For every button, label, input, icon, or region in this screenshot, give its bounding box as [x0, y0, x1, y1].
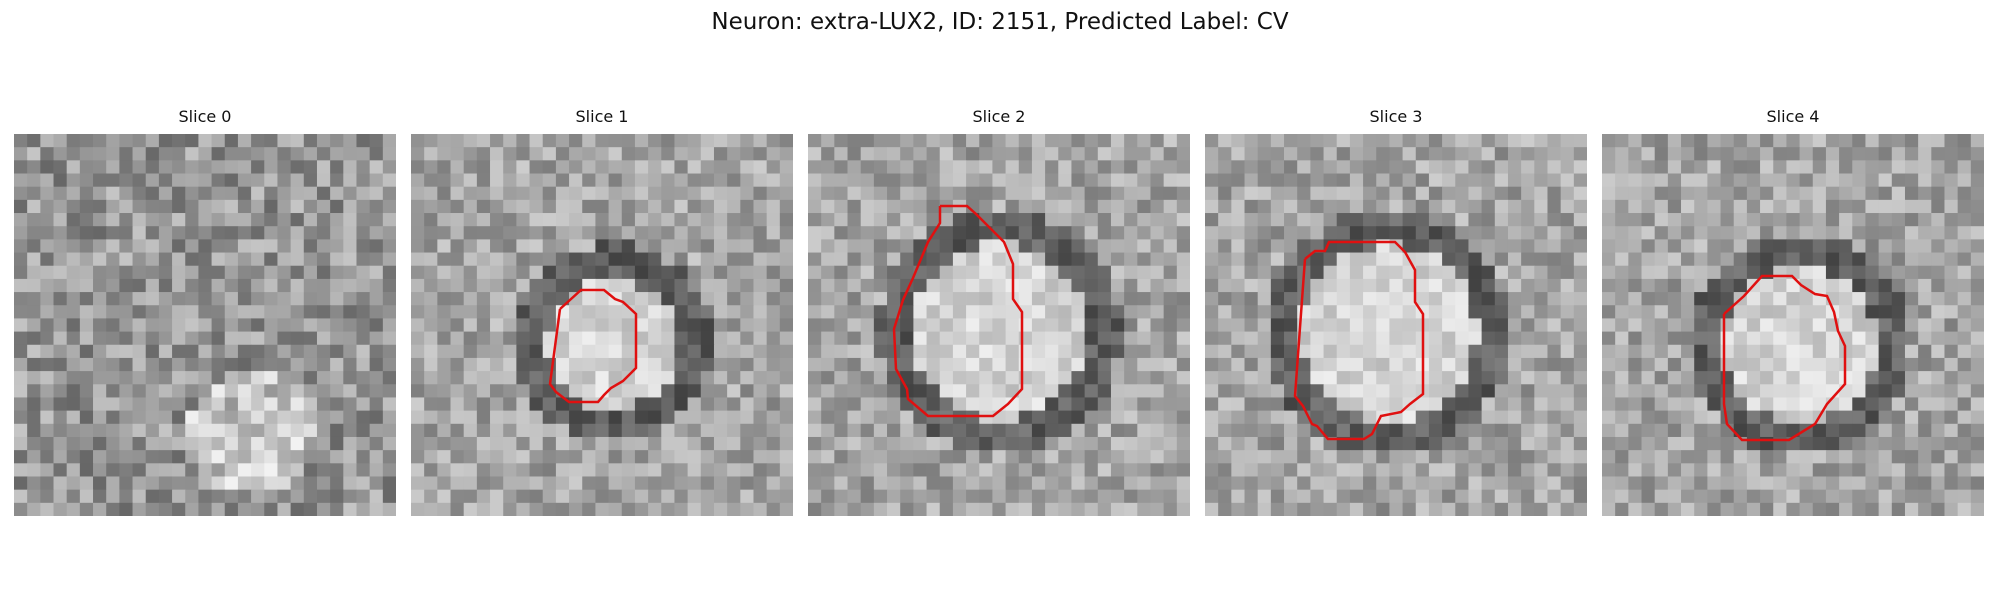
slice-panel-3: Slice 3 [1205, 107, 1587, 516]
microscopy-pixels [14, 134, 396, 516]
segmentation-contour [1722, 274, 1847, 442]
microscopy-pixels [1205, 134, 1587, 516]
slice-image [411, 134, 793, 516]
segmentation-contour [892, 204, 1024, 418]
slice-image [1602, 134, 1984, 516]
slice-title: Slice 1 [575, 107, 629, 126]
microscopy-pixels [1602, 134, 1984, 516]
slice-panel-0: Slice 0 [14, 107, 396, 516]
slice-title: Slice 4 [1766, 107, 1820, 126]
slice-title: Slice 2 [972, 107, 1026, 126]
segmentation-contour [1293, 240, 1425, 441]
slice-panel-1: Slice 1 [411, 107, 793, 516]
microscopy-pixels [411, 134, 793, 516]
slice-image [1205, 134, 1587, 516]
slice-panel-2: Slice 2 [808, 107, 1190, 516]
slice-panel-4: Slice 4 [1602, 107, 1984, 516]
figure-title: Neuron: extra-LUX2, ID: 2151, Predicted … [711, 9, 1289, 35]
slice-image [14, 134, 396, 516]
slice-title: Slice 0 [178, 107, 232, 126]
slice-image [808, 134, 1190, 516]
segmentation-contour [548, 288, 638, 404]
slice-title: Slice 3 [1369, 107, 1423, 126]
microscopy-pixels [808, 134, 1190, 516]
